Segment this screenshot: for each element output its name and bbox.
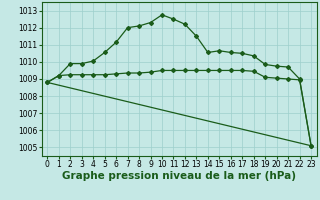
X-axis label: Graphe pression niveau de la mer (hPa): Graphe pression niveau de la mer (hPa) <box>62 171 296 181</box>
